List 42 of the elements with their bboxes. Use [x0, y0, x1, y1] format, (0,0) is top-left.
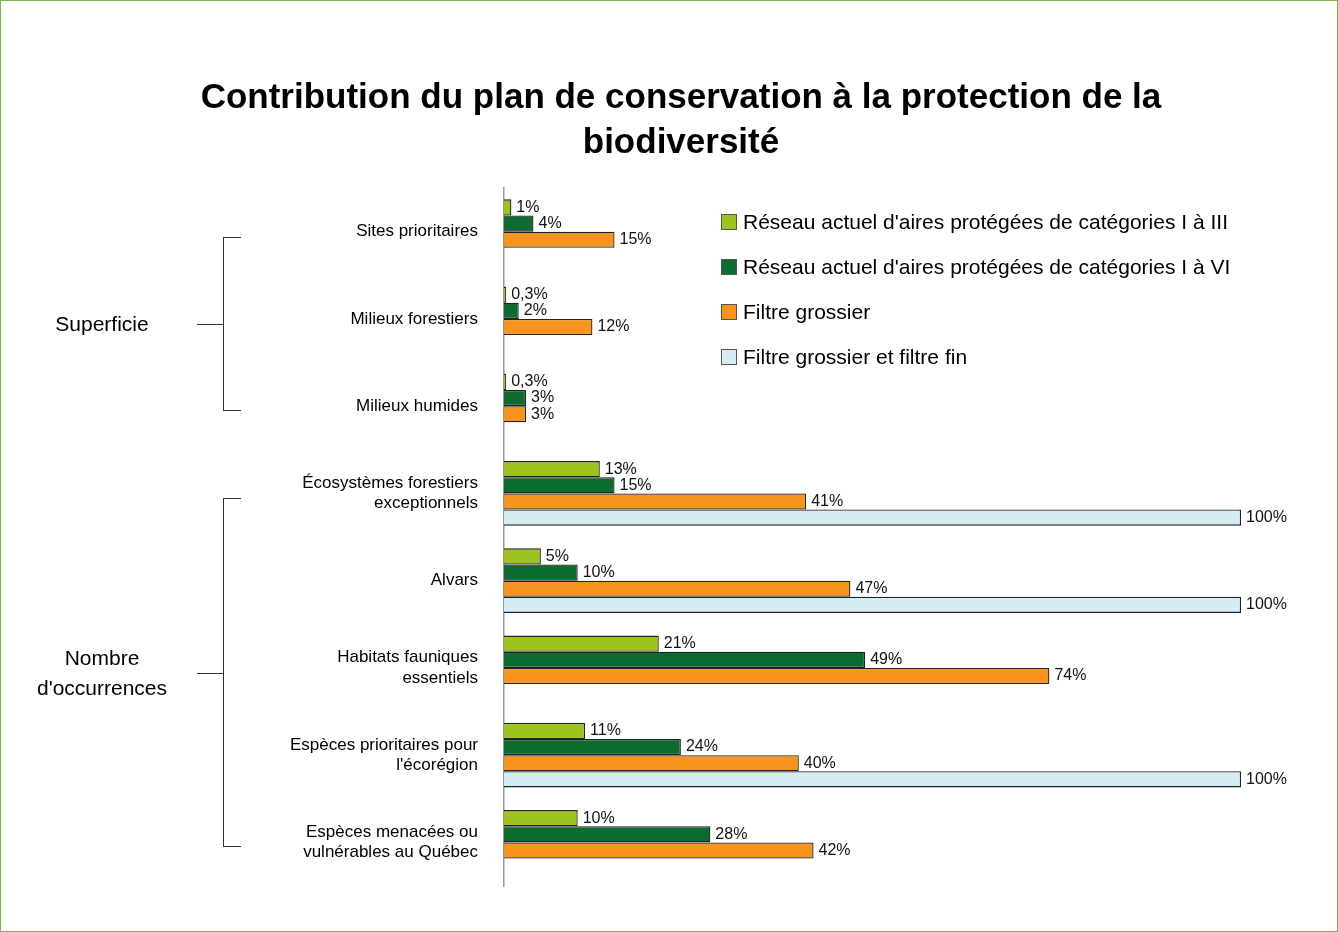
data-label: 15%	[619, 230, 652, 248]
data-label: 4%	[538, 213, 562, 231]
legend-label: Réseau actuel d'aires protégées de catégories I à VI	[743, 254, 1231, 279]
data-label: 11%	[590, 721, 621, 739]
data-label: 100%	[1246, 595, 1287, 613]
data-label: 74%	[1054, 666, 1087, 684]
data-label: 2%	[523, 301, 547, 319]
y-tick-label: Milieux forestiers	[350, 308, 478, 328]
y-tick-label: Milieux humides	[356, 395, 478, 415]
legend-label: Filtre grossier	[743, 299, 871, 324]
data-label: 0,3%	[511, 372, 548, 390]
y-tick-label: Habitats fauniques essentiels	[337, 647, 478, 687]
legend-label: Réseau actuel d'aires protégées de catégories I à III	[743, 209, 1228, 234]
data-label: 13%	[604, 459, 637, 477]
y-tick-label: Espèces menacées ou vulnérables au Québec	[303, 821, 479, 862]
data-label: 5%	[545, 546, 569, 564]
data-label: 42%	[818, 840, 851, 858]
y-tick-label: Espèces prioritaires pour l'écorégion	[289, 734, 479, 775]
data-label: 10%	[582, 562, 615, 580]
y-tick-label: Écosystèmes forestiers exceptionnels	[302, 472, 478, 513]
data-label: 15%	[619, 475, 652, 493]
data-label: 100%	[1246, 769, 1287, 787]
data-label: 41%	[811, 491, 844, 509]
data-label: 0,3%	[511, 285, 548, 303]
data-label: 21%	[663, 634, 696, 652]
y-tick-label: Sites prioritaires	[356, 221, 478, 241]
data-label: 24%	[685, 737, 718, 755]
data-label: 3%	[531, 388, 555, 406]
data-label: 3%	[531, 404, 555, 422]
data-label: 100%	[1246, 507, 1287, 525]
text: Superficie	[54, 310, 150, 337]
legend-label: Filtre grossier et filtre fin	[743, 344, 968, 369]
data-label: 47%	[855, 579, 888, 597]
data-label: 49%	[870, 650, 903, 668]
data-label: 28%	[715, 824, 748, 842]
data-label: 12%	[597, 317, 630, 335]
data-label: 40%	[803, 753, 836, 771]
chart-title: Contribution du plan de conservation à la protection de la biodiversité	[199, 75, 1163, 162]
text: Nombre d'occurrences	[35, 644, 169, 701]
data-label: 1%	[516, 197, 540, 215]
y-tick-label: Alvars	[430, 570, 478, 590]
data-label: 10%	[582, 808, 615, 826]
